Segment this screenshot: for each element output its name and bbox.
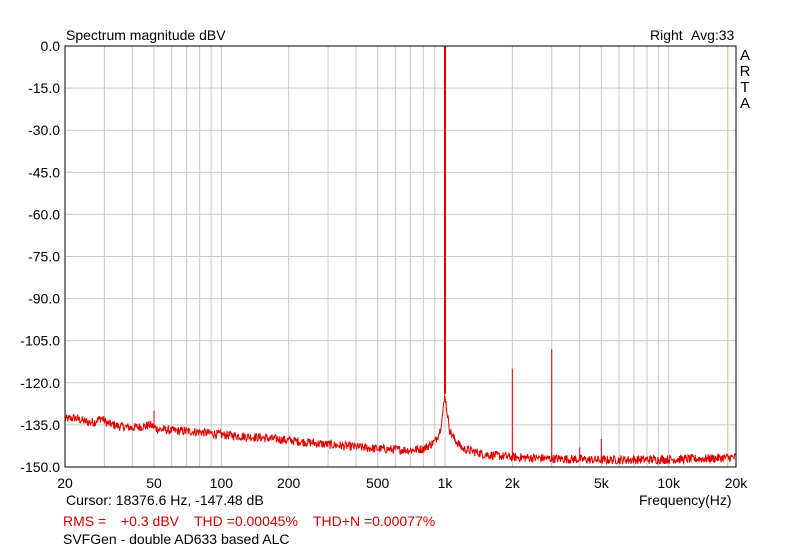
x-tick-label: 20	[57, 475, 73, 491]
brand-letter-a1: A	[739, 47, 750, 64]
y-tick-label: -30.0	[28, 122, 60, 138]
harmonic-peaks	[153, 46, 602, 460]
cursor-readout: Cursor: 18376.6 Hz, -147.48 dB	[66, 492, 264, 508]
x-tick-label: 10k	[657, 475, 681, 491]
plot-frame	[64, 45, 737, 468]
brand-letter-a2: A	[739, 95, 750, 112]
averaging-count: Avg:33	[691, 27, 735, 43]
x-tick-label: 500	[366, 475, 390, 491]
y-tick-label: -15.0	[28, 80, 60, 96]
channel-label: Right	[650, 27, 683, 43]
x-tick-label: 1k	[438, 475, 454, 491]
spectrum-trace	[64, 394, 737, 466]
axis-ticks: 0.0 -15.0 -30.0 -45.0 -60.0 -75.0 -90.0 -105.0 -…	[20, 38, 748, 491]
y-tick-label: -105.0	[20, 333, 60, 349]
thd-value: THD =0.00045%	[194, 513, 298, 529]
brand-letter-r: R	[739, 63, 751, 80]
rms-value: +0.3 dBV	[121, 513, 179, 529]
y-tick-label: -75.0	[28, 249, 60, 265]
x-axis-label: Frequency(Hz)	[639, 492, 732, 508]
y-tick-label: -90.0	[28, 291, 60, 307]
y-tick-label: -45.0	[28, 164, 60, 180]
caption: SVFGen - double AD633 based ALC	[63, 531, 290, 547]
thdn-value: THD+N =0.00077%	[313, 513, 436, 529]
y-tick-label: -135.0	[20, 417, 60, 433]
x-tick-label: 50	[146, 475, 162, 491]
x-tick-label: 100	[210, 475, 234, 491]
rms-label: RMS =	[63, 513, 107, 529]
y-tick-label: -150.0	[20, 459, 60, 475]
x-tick-label: 5k	[594, 475, 610, 491]
x-tick-label: 200	[277, 475, 301, 491]
y-tick-label: -120.0	[20, 375, 60, 391]
x-tick-label: 2k	[505, 475, 521, 491]
y-tick-label: -60.0	[28, 206, 60, 222]
x-tick-label: 20k	[725, 475, 749, 491]
brand-letter-t: T	[740, 79, 750, 96]
chart-title: Spectrum magnitude dBV	[66, 27, 226, 43]
y-tick-label: 0.0	[41, 38, 61, 54]
